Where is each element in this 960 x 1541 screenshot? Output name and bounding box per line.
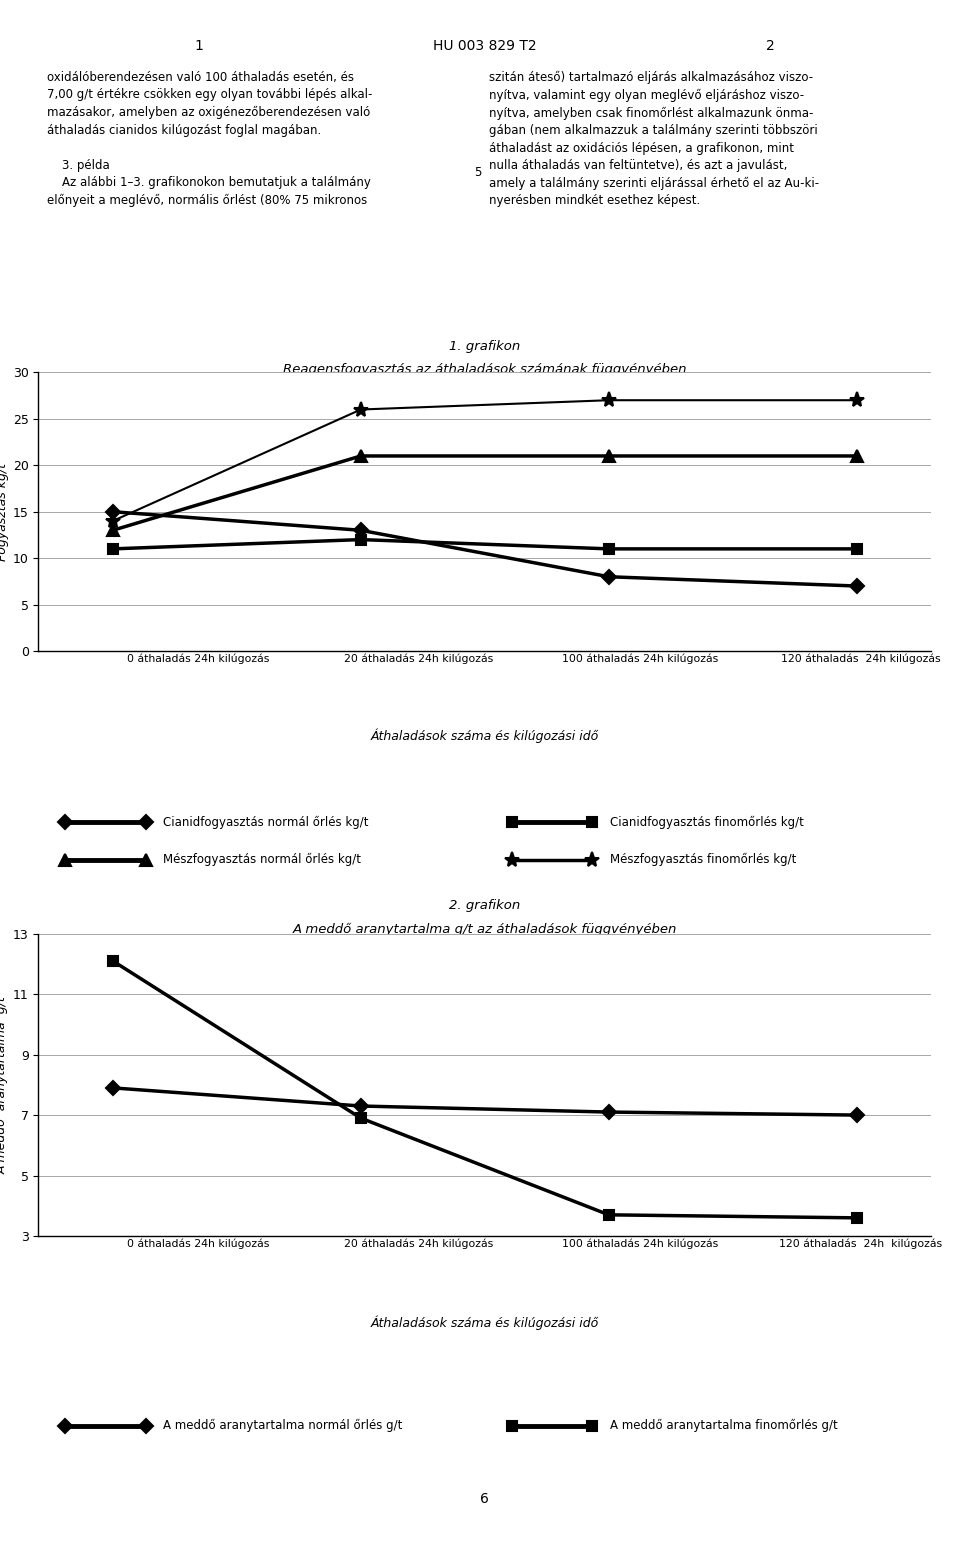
Text: A meddő aranytartalma finomőrlés g/t: A meddő aranytartalma finomőrlés g/t <box>610 1419 837 1433</box>
Text: 2. grafikon: 2. grafikon <box>449 898 520 912</box>
Text: 5: 5 <box>474 165 482 179</box>
Text: 20 áthaladás 24h kilúgozás: 20 áthaladás 24h kilúgozás <box>345 1239 493 1250</box>
Text: 120 áthaladás  24h  kilúgozás: 120 áthaladás 24h kilúgozás <box>779 1239 942 1250</box>
Text: 1. grafikon: 1. grafikon <box>449 341 520 353</box>
Text: 100 áthaladás 24h kilúgozás: 100 áthaladás 24h kilúgozás <box>562 1239 718 1250</box>
Text: A meddő aranytartalma normál őrlés g/t: A meddő aranytartalma normál őrlés g/t <box>163 1419 403 1433</box>
Text: 100 áthaladás 24h kilúgozás: 100 áthaladás 24h kilúgozás <box>562 653 718 664</box>
Text: 6: 6 <box>480 1492 490 1506</box>
Text: Cianidfogyasztás normál őrlés kg/t: Cianidfogyasztás normál őrlés kg/t <box>163 815 369 829</box>
Text: HU 003 829 T2: HU 003 829 T2 <box>433 39 537 52</box>
Text: 0 áthaladás 24h kilúgozás: 0 áthaladás 24h kilúgozás <box>127 1239 270 1250</box>
Text: szitán áteső) tartalmazó eljárás alkalmazásához viszo-
nyítva, valamint egy olya: szitán áteső) tartalmazó eljárás alkalma… <box>490 71 820 206</box>
Text: 120 áthaladás  24h kilúgozás: 120 áthaladás 24h kilúgozás <box>780 653 941 664</box>
Y-axis label: A meddő  aranytartalma  g/t: A meddő aranytartalma g/t <box>0 995 9 1174</box>
Text: oxidálóberendezésen való 100 áthaladás esetén, és
7,00 g/t értékre csökken egy o: oxidálóberendezésen való 100 áthaladás e… <box>47 71 372 206</box>
Y-axis label: Fogyasztás kg/t: Fogyasztás kg/t <box>0 462 9 561</box>
Text: 0 áthaladás 24h kilúgozás: 0 áthaladás 24h kilúgozás <box>127 653 270 664</box>
Text: Cianidfogyasztás finomőrlés kg/t: Cianidfogyasztás finomőrlés kg/t <box>610 815 804 829</box>
Text: 1: 1 <box>195 39 204 52</box>
Text: Mészfogyasztás normál őrlés kg/t: Mészfogyasztás normál őrlés kg/t <box>163 854 361 866</box>
Text: A meddő aranytartalma g/t az áthaladások függvényében: A meddő aranytartalma g/t az áthaladások… <box>293 923 677 937</box>
Text: Áthaladások száma és kilúgozási idő: Áthaladások száma és kilúgozási idő <box>371 729 599 743</box>
Text: 20 áthaladás 24h kilúgozás: 20 áthaladás 24h kilúgozás <box>345 653 493 664</box>
Text: 2: 2 <box>766 39 775 52</box>
Text: Reagensfogyasztás az áthaladások számának függvényében: Reagensfogyasztás az áthaladások számána… <box>283 362 686 376</box>
Text: Mészfogyasztás finomőrlés kg/t: Mészfogyasztás finomőrlés kg/t <box>610 854 796 866</box>
Text: Áthaladások száma és kilúgozási idő: Áthaladások száma és kilúgozási idő <box>371 1316 599 1330</box>
